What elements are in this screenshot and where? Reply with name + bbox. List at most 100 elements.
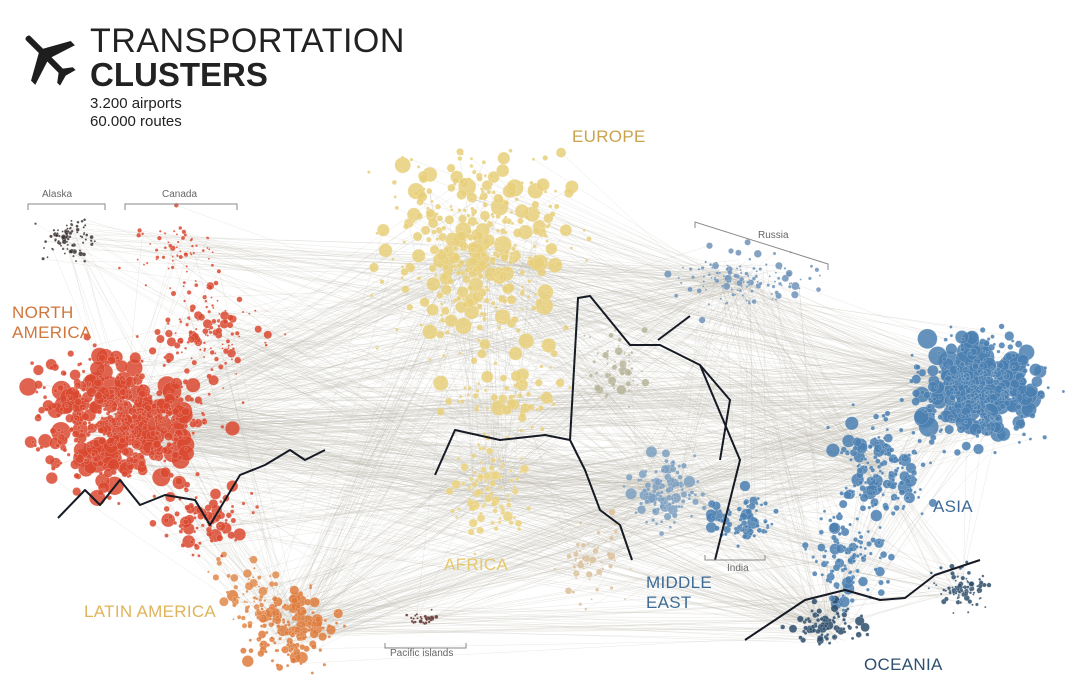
airport-node [179,249,182,253]
airport-node [970,397,975,401]
airport-node [730,288,734,291]
airport-node [1003,399,1011,407]
airport-node [456,286,469,299]
airport-node [442,263,450,271]
airport-node [850,636,855,641]
airport-node [520,180,524,185]
airport-node [842,627,846,631]
airport-node [1018,362,1022,366]
airport-node [815,628,821,635]
airport-node [251,576,255,579]
airport-node [1061,389,1066,394]
airport-node [576,563,579,567]
airport-node [467,485,472,489]
airport-node [986,376,991,381]
airport-node [74,417,78,421]
airport-node [108,418,113,423]
airport-node [43,239,48,244]
airport-node [504,230,508,235]
airport-node [285,628,290,632]
airport-node [506,181,517,192]
airport-node [436,291,444,299]
airport-node [832,620,836,624]
airport-node [457,266,462,271]
airport-node [476,303,483,310]
airport-node [335,609,339,614]
airport-node [956,366,960,371]
airport-node [263,599,267,603]
airport-node [913,490,917,494]
airport-node [416,165,421,169]
airport-node [860,622,870,633]
airport-node [849,597,855,604]
airport-node [450,508,456,514]
airport-node [418,253,423,258]
airport-node [917,328,938,349]
airport-node [439,302,444,306]
airport-node [535,408,539,412]
airport-node [990,426,996,432]
airport-node [612,387,616,390]
airport-node [956,588,960,592]
airport-node [478,446,483,451]
airport-node [283,603,287,608]
airport-node [707,272,711,277]
subregion-bracket [694,221,829,270]
airport-node [119,399,123,404]
airport-node [420,225,431,236]
airport-node [281,617,286,622]
airport-node [842,630,847,634]
airport-node [248,638,253,642]
airport-node [476,443,481,447]
airport-node [459,327,463,332]
airport-node [956,596,959,600]
airport-node [502,285,510,293]
airport-node [984,391,989,395]
airport-node [687,493,692,498]
airport-node [960,402,966,407]
airport-node [920,408,925,412]
route-count: 60.000 routes [90,113,182,130]
airport-node [231,347,236,351]
airport-node [877,588,885,597]
airport-node [52,228,56,232]
airport-node [166,441,172,448]
airport-node [804,618,809,622]
airport-node [986,582,992,588]
airport-node [217,364,224,370]
airport-node [978,418,983,422]
airport-node [194,420,200,425]
airport-node [468,266,474,271]
airport-node [764,529,768,534]
airport-node [644,520,649,524]
airport-node [426,187,431,192]
airport-node [416,198,425,206]
airport-node [286,652,291,657]
airport-node [72,419,77,424]
airport-node [710,514,715,519]
airport-node [77,440,81,444]
airport-node [180,542,186,548]
airport-node [425,208,435,218]
airport-node [1043,365,1048,371]
airport-node [111,386,116,390]
airport-node [954,355,959,360]
airport-node [489,491,495,497]
airport-node [468,518,478,528]
airport-node [434,282,439,287]
airport-node [483,219,488,223]
airport-node [875,441,880,445]
airport-node [669,481,674,486]
airport-node [679,504,684,509]
airport-node [75,227,80,232]
airport-node [883,504,890,512]
airport-node [623,598,627,601]
airport-node [826,626,830,631]
airport-node [477,349,487,359]
airport-node [81,406,86,411]
airport-node [292,643,297,648]
airport-node [508,519,514,526]
airport-node [495,213,501,220]
airport-node [489,182,494,186]
airport-node [225,338,231,344]
